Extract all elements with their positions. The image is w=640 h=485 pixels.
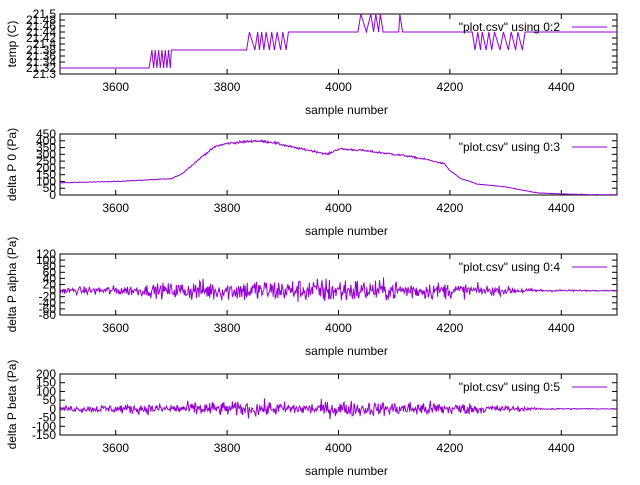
x-tick-label: 4000 <box>325 441 352 455</box>
y-tick-label: 400 <box>36 134 56 148</box>
y-tick-label: -50 <box>39 411 57 425</box>
chart-panel-2: 3600 3800 4000 4200 4400 05010015020025030035… <box>5 127 618 238</box>
y-tick-label: 21.4 <box>33 37 57 51</box>
x-tick-label: 4000 <box>325 321 352 335</box>
y-tick-label: -20 <box>39 290 57 304</box>
y-tick-label: 450 <box>36 127 56 141</box>
x-tick-label: 4400 <box>548 321 575 335</box>
y-tick-label: 50 <box>43 393 57 407</box>
x-tick-label: 3600 <box>102 80 129 94</box>
x-tick-label: 4400 <box>548 441 575 455</box>
data-line <box>60 277 617 302</box>
chart-panel-4: 3600 3800 4000 4200 4400 -150-100-50050100150… <box>5 360 618 478</box>
y-tick-label: 0 <box>49 284 56 298</box>
x-tick-label: 4000 <box>325 201 352 215</box>
y-axis-label: delta P 0 (Pa) <box>5 128 19 201</box>
x-tick-label: 4400 <box>548 201 575 215</box>
y-tick-label: 21.42 <box>26 31 56 45</box>
y-tick-label: 21.46 <box>26 19 56 33</box>
chart-panel-1: 3600 3800 4000 4200 440021.321.3221.3421.362… <box>5 7 618 117</box>
y-tick-label: 21.38 <box>26 43 56 57</box>
x-tick-label: 3800 <box>214 201 241 215</box>
y-tick-label: 80 <box>43 259 57 273</box>
x-tick-label: 3800 <box>214 441 241 455</box>
y-axis-label: delta P alpha (Pa) <box>5 237 19 333</box>
y-tick-label: 0 <box>49 402 56 416</box>
x-tick-label: 4200 <box>437 441 464 455</box>
y-tick-label: 21.44 <box>26 25 56 39</box>
x-tick-label: 3800 <box>214 321 241 335</box>
y-tick-label: -150 <box>32 428 56 442</box>
y-tick-label: 21.36 <box>26 49 56 63</box>
y-tick-label: 40 <box>43 271 57 285</box>
y-tick-label: 100 <box>36 174 56 188</box>
x-tick-label: 4200 <box>437 201 464 215</box>
x-axis-label: sample number <box>305 344 388 358</box>
y-tick-label: 21.5 <box>33 7 57 21</box>
x-axis-label: sample number <box>305 103 388 117</box>
y-tick-label: 200 <box>36 161 56 175</box>
y-tick-label: 21.48 <box>26 13 56 27</box>
y-tick-label: -100 <box>32 419 56 433</box>
data-line <box>60 398 617 420</box>
y-tick-label: 21.34 <box>26 55 56 69</box>
x-axis-label: sample number <box>305 224 388 238</box>
legend-label: "plot.csv" using 0:4 <box>459 260 561 274</box>
y-tick-label: 100 <box>36 384 56 398</box>
legend-label: "plot.csv" using 0:2 <box>459 20 561 34</box>
y-tick-label: 21.32 <box>26 61 56 75</box>
x-tick-label: 4400 <box>548 80 575 94</box>
y-tick-label: 0 <box>49 188 56 202</box>
x-tick-label: 3800 <box>214 80 241 94</box>
y-tick-label: 150 <box>36 168 56 182</box>
y-tick-label: 150 <box>36 376 56 390</box>
y-tick-label: 60 <box>43 265 57 279</box>
y-tick-label: 50 <box>43 181 57 195</box>
y-tick-label: 100 <box>36 253 56 267</box>
y-tick-label: -40 <box>39 296 57 310</box>
y-tick-label: 120 <box>36 247 56 261</box>
x-tick-label: 3600 <box>102 321 129 335</box>
y-tick-label: 300 <box>36 147 56 161</box>
x-tick-label: 4000 <box>325 80 352 94</box>
data-line <box>60 14 617 69</box>
x-tick-label: 3600 <box>102 441 129 455</box>
y-tick-label: -80 <box>39 308 57 322</box>
y-tick-label: 250 <box>36 154 56 168</box>
y-axis-label: temp (C) <box>5 21 19 68</box>
y-axis-label: delta P beta (Pa) <box>5 360 19 450</box>
y-tick-label: -60 <box>39 302 57 316</box>
y-tick-label: 200 <box>36 367 56 381</box>
y-tick-label: 350 <box>36 141 56 155</box>
x-tick-label: 3600 <box>102 201 129 215</box>
data-line <box>60 138 617 195</box>
legend-label: "plot.csv" using 0:3 <box>459 140 561 154</box>
chart-panel-3: 3600 3800 4000 4200 4400 -80-60-40-2002040608… <box>5 237 618 358</box>
y-tick-label: 20 <box>43 278 57 292</box>
legend-label: "plot.csv" using 0:5 <box>459 380 561 394</box>
x-axis-label: sample number <box>305 464 388 478</box>
x-tick-label: 4200 <box>437 80 464 94</box>
x-tick-label: 4200 <box>437 321 464 335</box>
y-tick-label: 21.3 <box>33 67 57 81</box>
